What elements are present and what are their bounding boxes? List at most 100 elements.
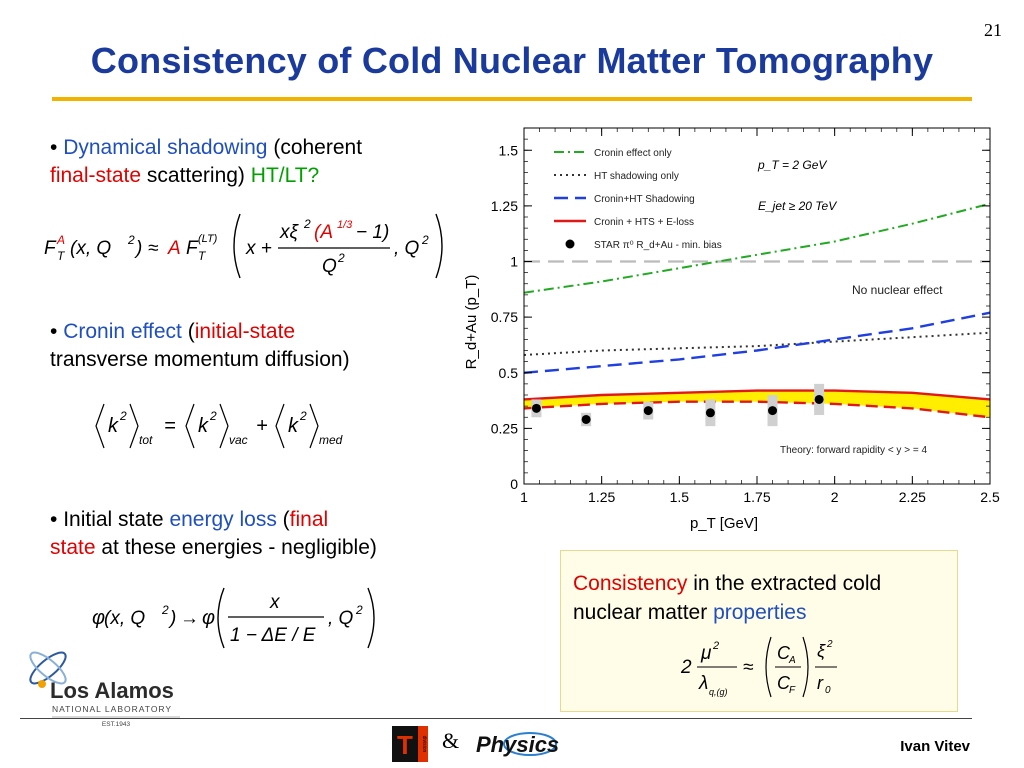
physics-logo: Physics bbox=[474, 728, 570, 760]
bullet-cronin-effect: • Cronin effect (initial-state transvers… bbox=[50, 318, 470, 374]
physics-text: Physics bbox=[476, 732, 559, 757]
eq4-sq: 2 bbox=[712, 640, 719, 652]
x-tick-label: 1.25 bbox=[588, 489, 615, 505]
x-tick-label: 2 bbox=[831, 489, 839, 505]
eq1-denom-sq: 2 bbox=[337, 251, 345, 265]
eq2-rangle3 bbox=[309, 403, 319, 449]
equation-consistency: 2 μ 2 λ q,(g) ≈ C A C F ξ 2 r 0 bbox=[680, 633, 851, 708]
eq1-numer-sq: 2 bbox=[303, 217, 311, 231]
eq2-sq2: 2 bbox=[209, 409, 217, 423]
eq2-langle1 bbox=[95, 403, 105, 449]
text-state: state bbox=[50, 536, 96, 559]
consistency-text: Consistency in the extracted cold nuclea… bbox=[573, 569, 953, 627]
rdau-chart: 1 1.25 1.5 1.75 2 2.25 2.5 0 0.25 0.5 0.75 1 1.25 1.5… bbox=[462, 122, 1002, 540]
lanl-sub: NATIONAL LABORATORY bbox=[52, 704, 172, 714]
eq4-r: r bbox=[817, 673, 824, 693]
y-tick-label: 0.25 bbox=[491, 420, 518, 436]
eq4-approx: ≈ bbox=[743, 657, 754, 678]
eq3-lparen bbox=[217, 587, 225, 649]
legend-label: STAR π⁰ R_d+Au - min. bias bbox=[594, 240, 722, 251]
eq1-tail-sq: 2 bbox=[421, 233, 429, 247]
text-paren: ( bbox=[282, 508, 290, 531]
data-point bbox=[531, 403, 541, 413]
eq1-xplus: x + bbox=[245, 238, 272, 259]
text-ht-lt: HT/LT? bbox=[250, 164, 320, 187]
eq2-equals: = bbox=[164, 415, 176, 437]
bullet-dot: • bbox=[50, 320, 58, 343]
y-tick-label: 0.5 bbox=[499, 365, 519, 381]
eq1-numer: xξ bbox=[279, 222, 300, 243]
eq4-mu: μ bbox=[700, 643, 712, 664]
eq2-k3: k bbox=[288, 415, 299, 437]
eq4-xi: ξ bbox=[817, 641, 826, 661]
t-letter: T bbox=[397, 730, 413, 760]
eq1-T: T bbox=[198, 249, 207, 263]
eq2-k1: k bbox=[108, 415, 119, 437]
slide-title: Consistency of Cold Nuclear Matter Tomog… bbox=[90, 40, 934, 81]
eq1-F: F bbox=[44, 238, 57, 259]
x-tick-label: 2.25 bbox=[899, 489, 926, 505]
x-tick-label: 1.5 bbox=[670, 489, 690, 505]
eq1-close: ) bbox=[134, 238, 142, 259]
eq2-vac: vac bbox=[229, 433, 248, 447]
bullet-energy-loss: • Initial state energy loss (final state… bbox=[50, 506, 470, 562]
eq2-langle3 bbox=[275, 403, 285, 449]
legend-label: Cronin effect only bbox=[594, 148, 672, 159]
lanl-logo: Los Alamos NATIONAL LABORATORY EST.1943 bbox=[22, 630, 192, 730]
text-properties: properties bbox=[713, 601, 807, 624]
eq2-tot: tot bbox=[139, 433, 153, 447]
title-rule bbox=[52, 97, 972, 101]
text-negligible: at these energies - negligible) bbox=[101, 536, 377, 559]
x-tick-label: 2.5 bbox=[980, 489, 1000, 505]
text-scattering: scattering) bbox=[146, 164, 245, 187]
eq3-rparen bbox=[367, 587, 375, 649]
eq2-langle2 bbox=[185, 403, 195, 449]
eq2-med: med bbox=[319, 433, 343, 447]
eq4-lsub: q,(g) bbox=[709, 687, 728, 697]
eq1-A: A bbox=[167, 238, 181, 259]
data-point bbox=[814, 394, 824, 404]
data-point bbox=[581, 414, 591, 424]
legend-group: Cronin effect only HT shadowing only Croni… bbox=[554, 148, 722, 251]
legend-label: Cronin + HTS + E-loss bbox=[594, 217, 694, 228]
consistency-box: Consistency in the extracted cold nuclea… bbox=[560, 550, 958, 712]
eq1-numer-exp: 1/3 bbox=[337, 219, 353, 231]
eq2-rangle1 bbox=[129, 403, 139, 449]
bullet-dot: • bbox=[50, 508, 58, 531]
bullet-dynamical-shadowing: • Dynamical shadowing (coherent final-st… bbox=[50, 134, 470, 190]
text-momentum-diffusion: transverse momentum diffusion) bbox=[50, 348, 350, 371]
data-point bbox=[643, 406, 653, 416]
eq4-F: F bbox=[789, 685, 796, 696]
t-division-logo: T division bbox=[392, 726, 428, 762]
eq3-arrow: → bbox=[180, 608, 199, 629]
equation-shadowing: F A T (x, Q 2 ) ≈ A F (LT) T x + xξ 2 (A… bbox=[44, 206, 454, 291]
text-paren: ( bbox=[187, 320, 195, 343]
eq1-args: (x, Q bbox=[70, 238, 111, 259]
annotation-pt: p_T = 2 GeV bbox=[757, 158, 827, 172]
eq4-rparen bbox=[802, 636, 809, 698]
equation-energy-loss: φ (x, Q 2 ) → φ x 1 − ΔE / E , Q 2 bbox=[92, 584, 392, 659]
legend-swatch bbox=[565, 239, 575, 249]
eq1-tail: , Q bbox=[394, 238, 420, 259]
term-dynamical-shadowing: Dynamical shadowing bbox=[63, 136, 268, 159]
footer-rule bbox=[20, 718, 972, 719]
eq1-sup-A: A bbox=[56, 233, 65, 247]
eq3-phi2: φ bbox=[202, 607, 215, 629]
y-axis-label: R_d+Au (p_T) bbox=[463, 275, 480, 370]
legend-label: HT shadowing only bbox=[594, 171, 679, 182]
annotation-no-effect: No nuclear effect bbox=[852, 283, 943, 297]
eq4-r0: 0 bbox=[825, 685, 831, 696]
legend-label: Cronin+HT Shadowing bbox=[594, 194, 695, 205]
term-energy-loss: energy loss bbox=[169, 508, 277, 531]
eq4-CF: C bbox=[777, 673, 791, 693]
text-extracted: in the extracted cold nuclear matter bbox=[573, 572, 882, 624]
eq1-lparen bbox=[233, 213, 241, 279]
text-final-state: final-state bbox=[50, 164, 142, 187]
eq4-xisq: 2 bbox=[826, 639, 833, 650]
eq3-tail: , Q bbox=[328, 608, 354, 629]
text-initial-state: Initial state bbox=[63, 508, 164, 531]
eq3-denom: 1 − ΔE / E bbox=[230, 625, 316, 646]
eq4-CA: C bbox=[777, 643, 791, 663]
eloss-band-group bbox=[524, 390, 990, 418]
data-points-group bbox=[531, 383, 825, 427]
